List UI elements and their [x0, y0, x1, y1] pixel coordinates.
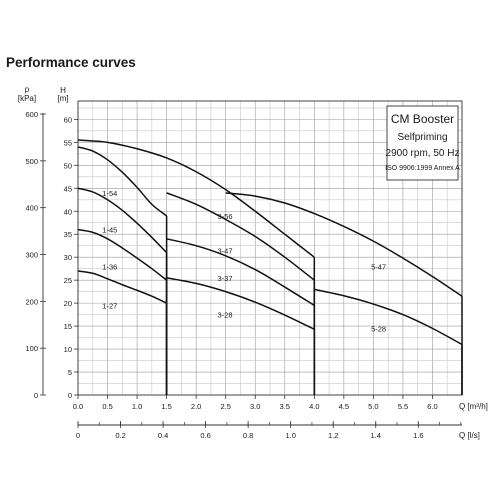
- p-axis-unit: [kPa]: [18, 94, 36, 103]
- q-ls-tick-label: 1.2: [328, 431, 338, 440]
- q-ls-tick-label: 0: [76, 431, 80, 440]
- y-axis-unit: [m]: [57, 94, 68, 103]
- p-tick-label: 0: [34, 391, 38, 400]
- q-ls-tick-label: 1.6: [413, 431, 423, 440]
- x-tick-label: 5.0: [368, 402, 378, 411]
- p-tick-label: 400: [25, 204, 38, 213]
- info-box-standard: ISO 9906:1999 Annex A: [385, 165, 460, 172]
- x-tick-label: 5.5: [398, 402, 408, 411]
- x-tick-label: 4.0: [309, 402, 319, 411]
- curve-3-37: [166, 238, 315, 307]
- q-ls-tick-label: 0.6: [200, 431, 210, 440]
- y-tick-label: 25: [64, 276, 72, 285]
- curve-label-3-28: 3-28: [218, 311, 233, 320]
- curve-1-54: [77, 146, 168, 217]
- x-tick-label: 2.5: [220, 402, 230, 411]
- x-tick-label: 0.0: [73, 402, 83, 411]
- x-tick-label: 1.0: [132, 402, 142, 411]
- curve-label-5-47: 5-47: [371, 262, 386, 271]
- page-title: Performance curves: [6, 55, 136, 70]
- y-tick-label: 10: [64, 345, 72, 354]
- p-tick-label: 500: [25, 157, 38, 166]
- x-tick-label: 3.5: [280, 402, 290, 411]
- p-tick-label: 300: [25, 251, 38, 260]
- curve-label-5-28: 5-28: [371, 324, 386, 333]
- p-axis-label: p: [25, 85, 30, 94]
- plot-frame: [77, 100, 463, 396]
- y-tick-label: 45: [64, 184, 72, 193]
- curve-1-27: [77, 270, 167, 304]
- info-box-title: CM Booster: [391, 112, 454, 126]
- q-ls-tick-label: 1.4: [371, 431, 381, 440]
- q-ls-axis-label: Q [l/s]: [459, 431, 480, 440]
- p-tick-label: 100: [25, 344, 38, 353]
- curve-3-28: [166, 277, 315, 330]
- x-tick-label: 0.5: [102, 402, 112, 411]
- curve-label-1-27: 1-27: [102, 301, 117, 310]
- curve-3-56: [77, 139, 315, 258]
- y-tick-label: 15: [64, 322, 72, 331]
- y-tick-label: 5: [68, 368, 72, 377]
- p-tick-label: 600: [25, 110, 38, 119]
- q-ls-tick-label: 0.8: [243, 431, 253, 440]
- curve-5-47: [225, 192, 463, 297]
- curve-label-3-37: 3-37: [218, 274, 233, 283]
- info-box-speed: 2900 rpm, 50 Hz: [386, 148, 460, 159]
- curve-label-1-36: 1-36: [102, 262, 117, 271]
- y-tick-label: 50: [64, 161, 72, 170]
- info-box-subtitle: Selfpriming: [397, 132, 447, 143]
- q-ls-tick-label: 0.2: [115, 431, 125, 440]
- curve-1-45: [77, 187, 168, 254]
- y-tick-label: 20: [64, 299, 72, 308]
- y-tick-label: 30: [64, 253, 72, 262]
- x-tick-label: 1.5: [161, 402, 171, 411]
- curve-label-3-56: 3-56: [218, 212, 233, 221]
- info-box: [386, 105, 459, 181]
- curve-3-47: [166, 192, 315, 281]
- curve-1-36: [77, 228, 168, 281]
- q-ls-tick-label: 0.4: [158, 431, 168, 440]
- p-tick-label: 200: [25, 297, 38, 306]
- y-axis-label: H: [60, 86, 66, 95]
- x-tick-label: 2.0: [191, 402, 201, 411]
- x-tick-label: 3.0: [250, 402, 260, 411]
- y-tick-label: 35: [64, 230, 72, 239]
- x-tick-label: 4.5: [339, 402, 349, 411]
- curve-5-28: [314, 288, 463, 346]
- y-tick-label: 0: [68, 391, 72, 400]
- curve-label-3-47: 3-47: [218, 246, 233, 255]
- q-ls-tick-label: 1.0: [285, 431, 295, 440]
- y-tick-label: 55: [64, 138, 72, 147]
- x-tick-label: 6.0: [427, 402, 437, 411]
- curve-label-1-45: 1-45: [102, 226, 117, 235]
- y-tick-label: 40: [64, 207, 72, 216]
- x-axis-label: Q [m³/h]: [459, 402, 488, 411]
- y-tick-label: 60: [64, 115, 72, 124]
- curve-label-1-54: 1-54: [102, 189, 117, 198]
